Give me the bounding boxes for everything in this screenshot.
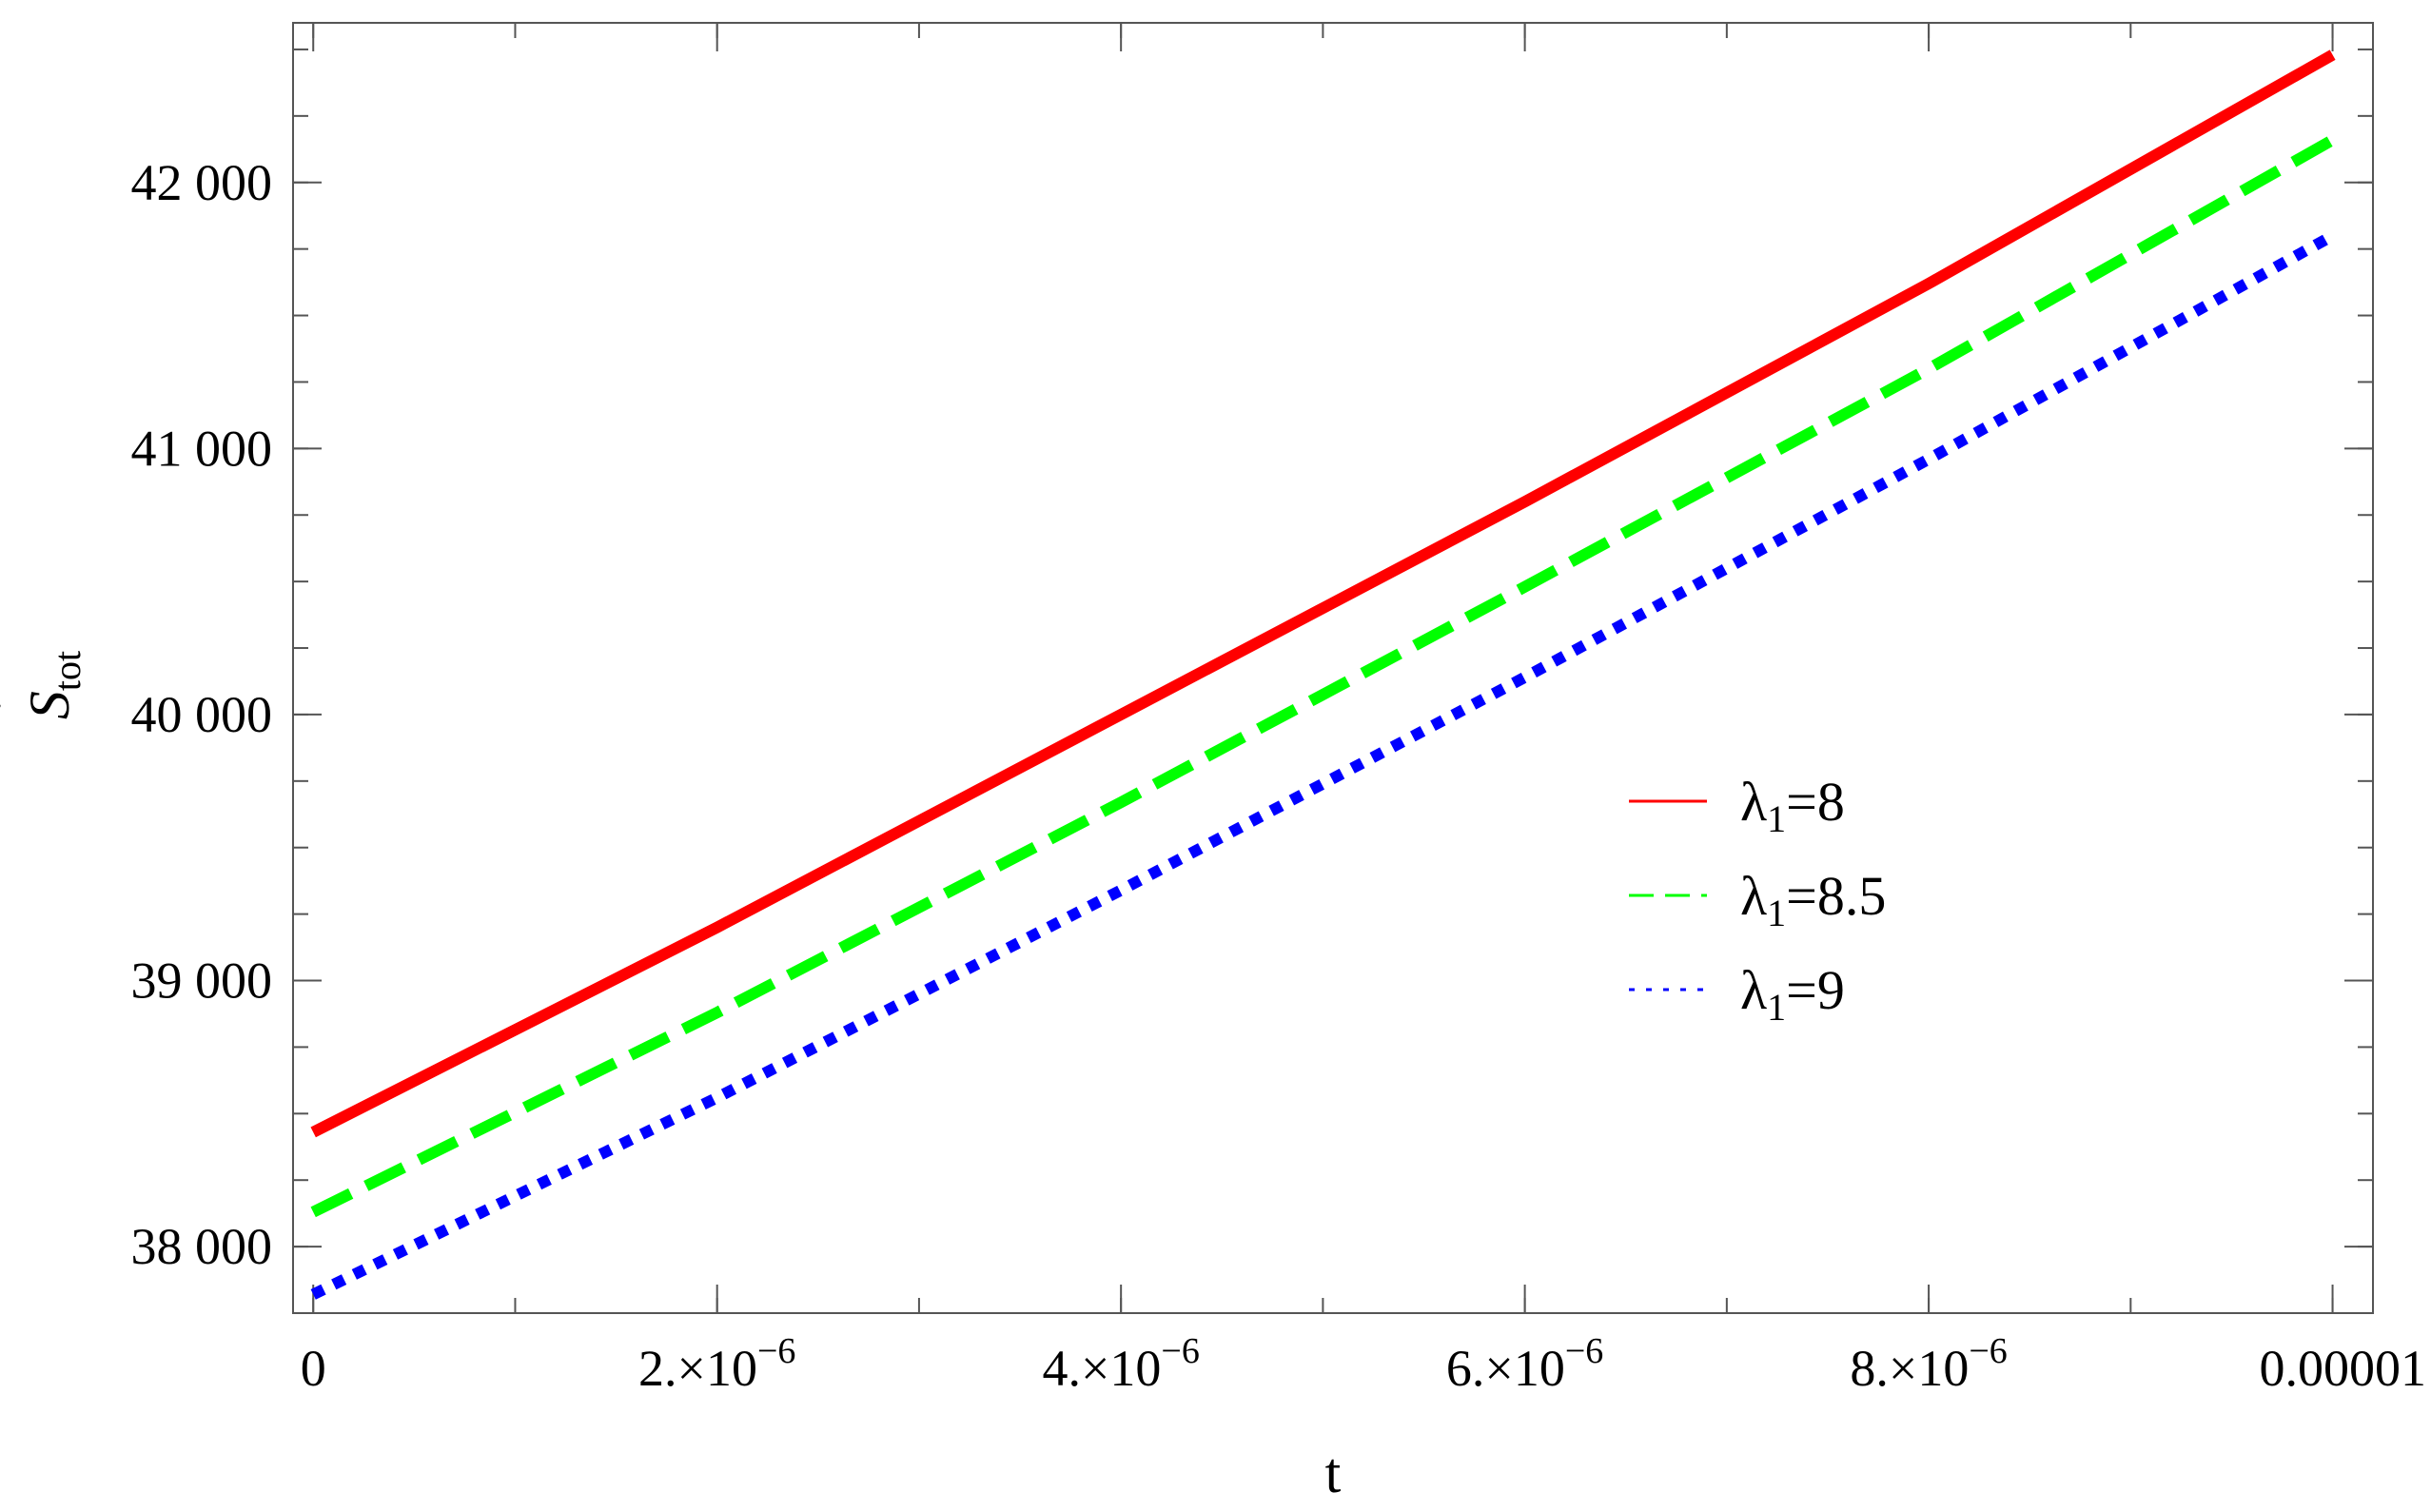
y-tick-label: 39 000 bbox=[131, 952, 273, 1010]
series-line bbox=[310, 134, 2336, 1218]
x-tick-exp: −6 bbox=[757, 1331, 795, 1371]
x-tick-label: 6.×10−6 bbox=[1446, 1331, 1603, 1397]
legend-label: λ1=9 bbox=[1740, 959, 1845, 1029]
x-tick-label: 4.×10−6 bbox=[1042, 1331, 1199, 1397]
x-tick-label: 0.00001 bbox=[2260, 1340, 2427, 1397]
x-tick-exp: −6 bbox=[1565, 1331, 1603, 1371]
y-tick-label: 41 000 bbox=[131, 420, 273, 477]
y-tick-label: 40 000 bbox=[131, 686, 273, 743]
legend-value: =8.5 bbox=[1786, 865, 1886, 927]
x-tick-mantissa: 6. bbox=[1446, 1340, 1485, 1397]
legend-symbol: λ bbox=[1740, 959, 1767, 1021]
x-tick-exp: −6 bbox=[1161, 1331, 1199, 1371]
legend-label: λ1=8.5 bbox=[1740, 865, 1886, 934]
x-tick-times: × bbox=[676, 1340, 705, 1397]
legend-label: λ1=8 bbox=[1740, 771, 1845, 840]
y-tick-labels: 38 000 39 000 40 000 41 000 42 000 bbox=[131, 154, 273, 1275]
y-axis-label-sub: tot bbox=[46, 651, 88, 691]
x-tick-mantissa: 4. bbox=[1042, 1340, 1081, 1397]
y-tick-label: 38 000 bbox=[131, 1218, 273, 1275]
x-tick-base: 10 bbox=[706, 1340, 757, 1397]
x-tick-base: 10 bbox=[1109, 1340, 1161, 1397]
legend-value: =9 bbox=[1786, 959, 1845, 1021]
y-axis-label-main: S bbox=[18, 691, 81, 719]
legend-symbol: λ bbox=[1740, 865, 1767, 927]
x-tick-label: 2.×10−6 bbox=[638, 1331, 795, 1397]
x-tick-times: × bbox=[1081, 1340, 1109, 1397]
series-line bbox=[310, 230, 2336, 1300]
legend-subscript: 1 bbox=[1767, 892, 1786, 934]
svg-text:Stot: Stot bbox=[18, 651, 88, 719]
legend: λ1=8λ1=8.5λ1=9 bbox=[1629, 771, 1886, 1029]
legend-subscript: 1 bbox=[1767, 986, 1786, 1029]
x-tick-exp: −6 bbox=[1969, 1331, 2007, 1371]
legend-symbol: λ bbox=[1740, 771, 1767, 833]
series-lines bbox=[310, 49, 2336, 1300]
legend-subscript: 1 bbox=[1767, 797, 1786, 840]
x-tick-label: 8.×10−6 bbox=[1850, 1331, 2007, 1397]
x-tick-times: × bbox=[1889, 1340, 1917, 1397]
y-tick-label: 42 000 bbox=[131, 154, 273, 211]
x-tick-base: 10 bbox=[1917, 1340, 1969, 1397]
x-axis-label: t bbox=[1325, 1442, 1342, 1504]
y-axis-label: Stot ˙ bbox=[0, 651, 88, 719]
legend-value: =8 bbox=[1786, 771, 1845, 833]
x-tick-label: 0 bbox=[301, 1340, 326, 1397]
series-line bbox=[310, 49, 2336, 1138]
plot-frame bbox=[292, 22, 2374, 1314]
minor-ticks bbox=[293, 23, 2373, 1314]
major-ticks bbox=[293, 23, 2373, 1313]
x-tick-labels: 0 2.×10−6 4.×10−6 6.×10−6 8.×10−6 0.00001 bbox=[301, 1331, 2426, 1397]
x-tick-base: 10 bbox=[1514, 1340, 1565, 1397]
x-tick-times: × bbox=[1484, 1340, 1513, 1397]
y-axis-label-dot: ˙ bbox=[0, 697, 45, 716]
x-tick-mantissa: 8. bbox=[1850, 1340, 1889, 1397]
x-tick-mantissa: 2. bbox=[638, 1340, 677, 1397]
